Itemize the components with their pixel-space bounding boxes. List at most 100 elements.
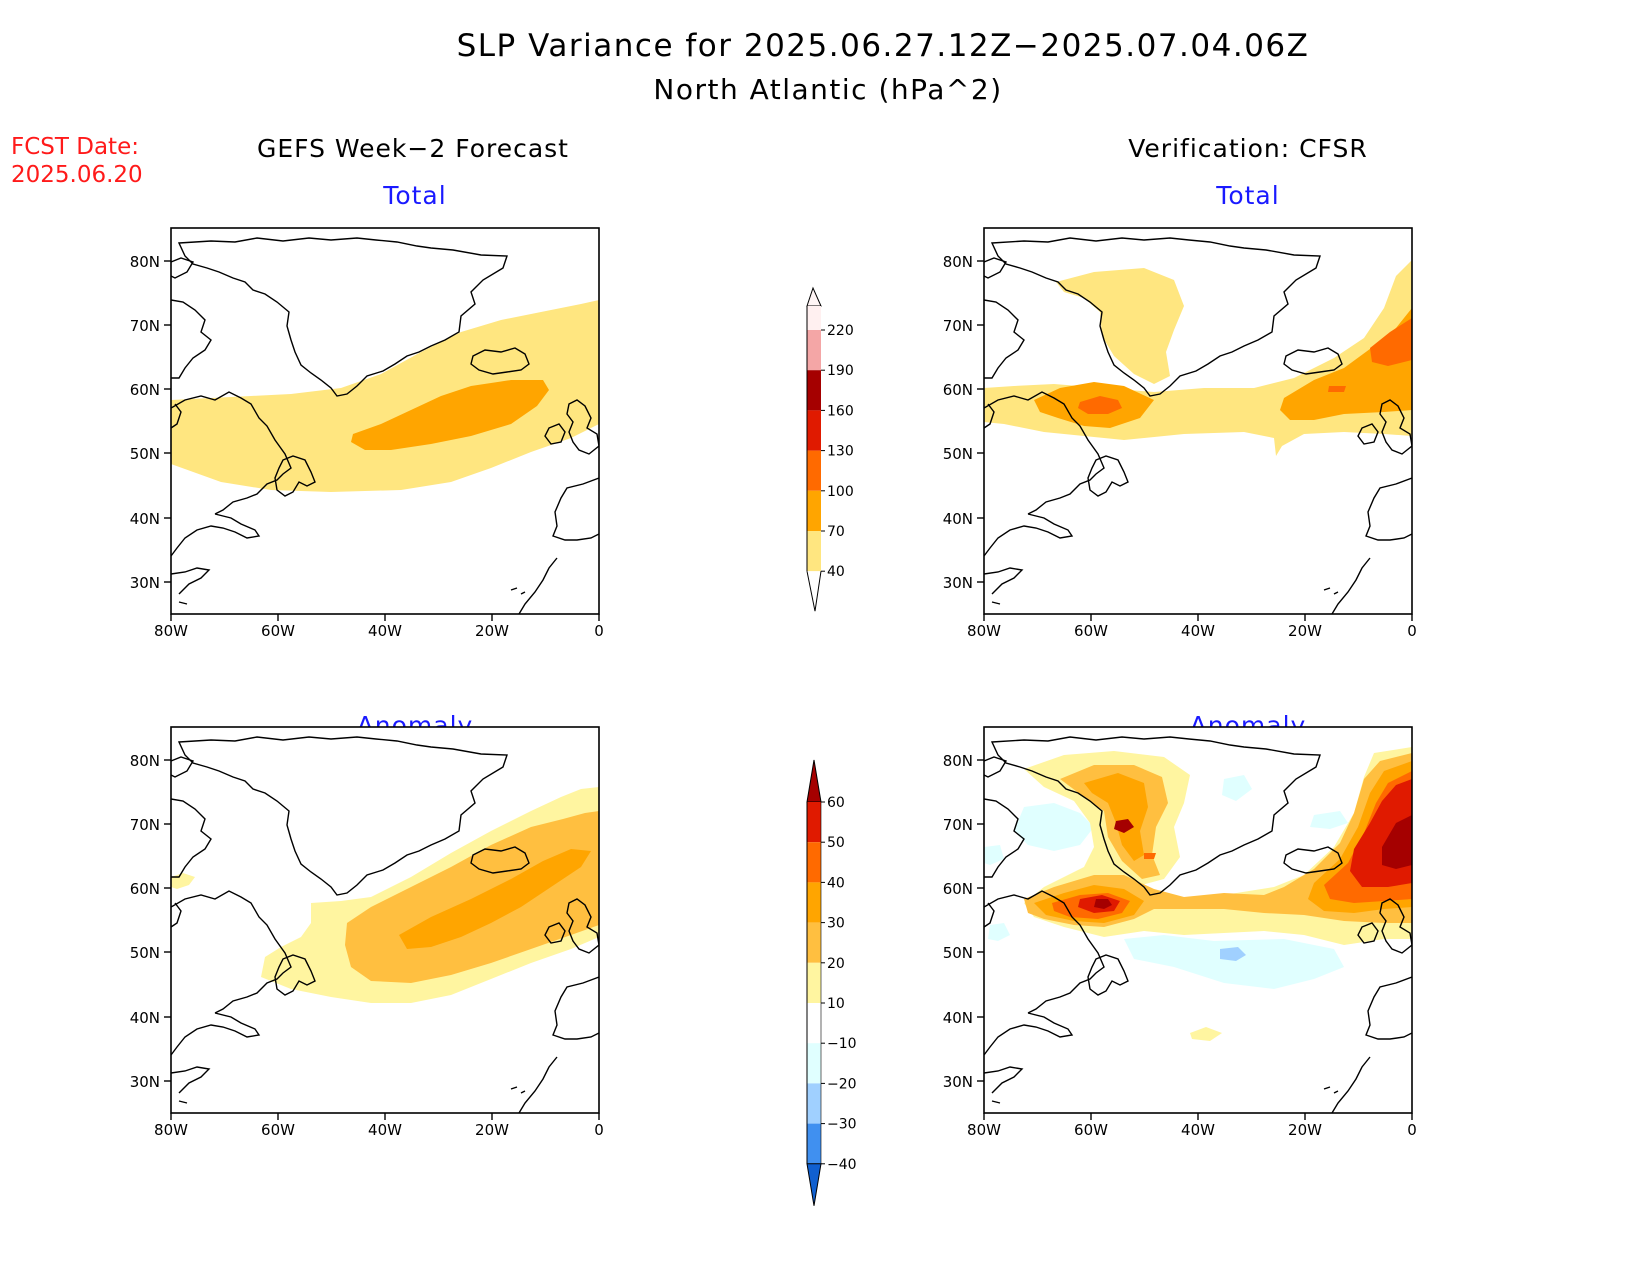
colorbar-label: 60 (827, 795, 845, 811)
colorbar-label: 10 (827, 996, 845, 1012)
lon-tick-label: 40W (1181, 1121, 1215, 1139)
colorbar-segment (807, 306, 821, 330)
forecast-date-value: 2025.06.20 (11, 162, 143, 188)
shaded-contour-verification-anomaly-3 (1310, 811, 1348, 829)
lat-tick-label: 30N (130, 1073, 160, 1091)
lat-tick-label: 40N (943, 1009, 973, 1027)
colorbar-label: 220 (827, 323, 854, 339)
lon-tick-label: 0 (594, 1121, 604, 1139)
colorbar-label: −20 (827, 1076, 857, 1092)
shaded-contour-verification-anomaly-2 (1222, 775, 1252, 801)
colorbar-segment (807, 962, 821, 1003)
lon-tick-label: 0 (594, 622, 604, 640)
colorbar-anomaly: 60 50 40 30 20 10 −10 −20 −30 −40 (806, 759, 857, 1206)
lon-tick-label: 60W (1074, 1121, 1108, 1139)
colorbar-segment (807, 370, 821, 411)
colorbar-label: 40 (827, 564, 845, 580)
column-title-forecast: GEFS Week−2 Forecast (256, 134, 569, 163)
lat-tick-label: 40N (130, 1009, 160, 1027)
shaded-contour-forecast-total-1 (351, 380, 549, 450)
colorbar-top-arrow (806, 286, 822, 307)
lat-tick-label: 80N (943, 253, 973, 271)
map-panel-verification-anomaly: 80N 70N 60N 50N 40N 30N 80W 60W 40W 20W 0 (943, 726, 1417, 1139)
lat-tick-label: 70N (130, 816, 160, 834)
shaded-contour-verification-anomaly-1 (1124, 935, 1344, 989)
colorbar-segment (807, 410, 821, 451)
lon-tick-label: 60W (261, 1121, 295, 1139)
column-title-verification: Verification: CFSR (1128, 134, 1368, 163)
colorbar-segment (807, 1123, 821, 1164)
lon-tick-label: 80W (967, 1121, 1001, 1139)
shaded-contour-verification-total-4 (1078, 396, 1122, 414)
shaded-contour-forecast-anomaly-2 (399, 849, 591, 949)
lat-tick-label: 80N (130, 253, 160, 271)
colorbar-label: −30 (827, 1117, 857, 1133)
lat-tick-label: 70N (943, 317, 973, 335)
lat-tick-label: 40N (130, 510, 160, 528)
lat-tick-label: 70N (130, 317, 160, 335)
lat-tick-label: 30N (130, 574, 160, 592)
lon-tick-label: 40W (368, 1121, 402, 1139)
colorbar-segment (807, 450, 821, 491)
lat-tick-label: 50N (130, 445, 160, 463)
colorbar-label: 70 (827, 524, 845, 540)
shaded-contour-verification-total-3 (1280, 308, 1412, 420)
panel-title-verification-total: Total (1216, 181, 1280, 210)
colorbar-label: 160 (827, 403, 854, 419)
lon-tick-label: 20W (1288, 622, 1322, 640)
colorbar-segment (807, 922, 821, 963)
shaded-contour-verification-anomaly-7 (1220, 947, 1246, 961)
shaded-contour-verification-anomaly-22 (1144, 853, 1156, 859)
panel-title-forecast-total: Total (383, 181, 447, 210)
lon-tick-label: 0 (1407, 622, 1417, 640)
lat-tick-label: 50N (130, 944, 160, 962)
colorbar-label: 20 (827, 956, 845, 972)
page-title: SLP Variance for 2025.06.27.12Z−2025.07.… (456, 28, 1310, 64)
shaded-contour-verification-anomaly-0 (1014, 803, 1094, 851)
shaded-contour-verification-total-5 (1370, 318, 1412, 366)
colorbar-label: 50 (827, 835, 845, 851)
lon-tick-label: 80W (154, 1121, 188, 1139)
shaded-contour-verification-anomaly-4 (984, 845, 1004, 865)
shaded-contour-verification-anomaly-19 (1094, 899, 1112, 909)
shaded-contour-verification-total-1 (1056, 268, 1184, 384)
lat-tick-label: 30N (943, 574, 973, 592)
colorbar-segment (807, 1003, 821, 1044)
colorbar-segment (807, 1043, 821, 1084)
lon-tick-label: 40W (1181, 622, 1215, 640)
colorbar-total: 220 190 160 130 100 70 40 (806, 286, 854, 612)
colorbar-label: 30 (827, 916, 845, 932)
forecast-date-label: FCST Date: (11, 134, 139, 160)
colorbar-label: −40 (827, 1157, 857, 1173)
shaded-contour-verification-anomaly-20 (1382, 815, 1412, 869)
shaded-contour-verification-anomaly-5 (988, 923, 1010, 941)
map-panel-forecast-anomaly: 80N 70N 60N 50N 40N 30N 80W 60W 40W 20W 0 (130, 726, 604, 1139)
lat-tick-label: 80N (943, 752, 973, 770)
colorbar-label: 190 (827, 363, 854, 379)
lat-tick-label: 30N (943, 1073, 973, 1091)
lat-tick-label: 70N (943, 816, 973, 834)
page-subtitle: North Atlantic (hPa^2) (653, 73, 1003, 106)
shaded-contour-verification-anomaly-9 (1190, 1027, 1222, 1041)
lon-tick-label: 80W (154, 622, 188, 640)
colorbar-segment (807, 802, 821, 843)
shaded-contour-verification-total-6 (1328, 386, 1346, 392)
lon-tick-label: 20W (1288, 1121, 1322, 1139)
colorbar-bottom-arrow (806, 571, 822, 612)
colorbar-label: 40 (827, 875, 845, 891)
lon-tick-label: 20W (475, 1121, 509, 1139)
lat-tick-label: 50N (943, 445, 973, 463)
colorbar-bottom-arrow (806, 1163, 822, 1206)
lon-tick-label: 60W (261, 622, 295, 640)
colorbar-segment (807, 1083, 821, 1124)
lat-tick-label: 80N (130, 752, 160, 770)
lat-tick-label: 60N (943, 381, 973, 399)
colorbar-segment (807, 490, 821, 531)
lon-tick-label: 60W (1074, 622, 1108, 640)
lon-tick-label: 80W (967, 622, 1001, 640)
lon-tick-label: 40W (368, 622, 402, 640)
forecast-date: FCST Date: 2025.06.20 (11, 133, 143, 189)
colorbar-segment (807, 330, 821, 371)
colorbar-segment (807, 842, 821, 883)
